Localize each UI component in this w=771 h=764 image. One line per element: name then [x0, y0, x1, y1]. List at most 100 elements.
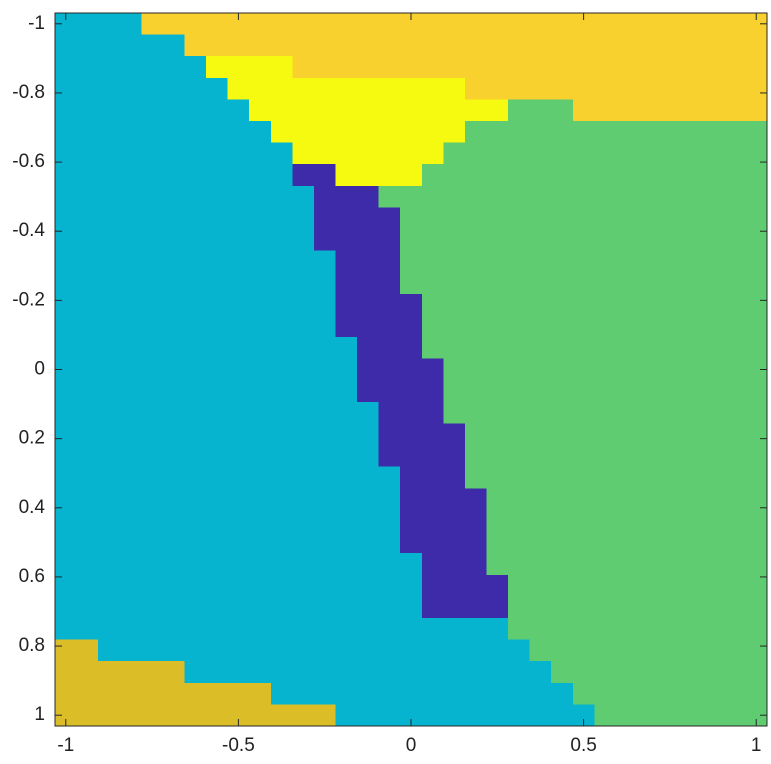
cell	[551, 445, 574, 468]
x-tick-label: -1	[57, 735, 74, 756]
cell	[508, 682, 531, 705]
cell	[508, 358, 531, 381]
cell	[615, 661, 639, 684]
cell	[400, 250, 423, 273]
cell	[378, 401, 401, 425]
cell	[443, 380, 466, 403]
cell	[292, 488, 315, 511]
cell	[594, 531, 617, 554]
cell	[378, 380, 401, 403]
cell	[659, 56, 682, 79]
cell	[572, 401, 595, 425]
cell	[141, 293, 164, 317]
cell	[421, 77, 444, 101]
cell	[249, 596, 272, 619]
cell	[464, 574, 488, 597]
cell	[464, 272, 488, 295]
cell	[249, 34, 272, 57]
cell	[313, 272, 337, 295]
cell	[184, 380, 207, 403]
cell	[55, 401, 78, 425]
cell	[270, 272, 293, 295]
cell	[659, 272, 682, 295]
cell	[745, 99, 768, 122]
cell	[529, 77, 552, 101]
cell	[702, 704, 725, 727]
cell	[529, 207, 552, 230]
cell	[572, 639, 595, 662]
cell	[659, 99, 682, 122]
cell	[723, 142, 747, 165]
cell	[184, 34, 207, 57]
cell	[529, 358, 552, 381]
cell	[184, 185, 207, 209]
cell	[227, 250, 250, 273]
cell	[76, 661, 99, 684]
cell	[313, 315, 337, 338]
cell	[659, 121, 682, 144]
cell	[637, 13, 660, 36]
cell	[249, 553, 272, 576]
cell	[486, 574, 509, 597]
cell	[745, 250, 768, 273]
cell	[55, 121, 78, 144]
cell	[508, 704, 531, 727]
cell	[723, 682, 747, 705]
y-tick-label: 0	[34, 359, 45, 380]
cell	[335, 466, 358, 489]
cell	[378, 337, 401, 360]
cell	[594, 164, 617, 187]
cell	[292, 682, 315, 705]
cell	[162, 574, 186, 597]
cell	[76, 617, 99, 641]
cell	[615, 229, 639, 252]
cell	[680, 358, 703, 381]
cell	[486, 121, 509, 144]
cell	[292, 466, 315, 489]
cell	[357, 617, 380, 641]
cell	[378, 639, 401, 662]
cell	[615, 488, 639, 511]
cell	[723, 617, 747, 641]
cell	[572, 682, 595, 705]
cell	[249, 488, 272, 511]
cell	[680, 185, 703, 209]
cell	[292, 77, 315, 101]
cell	[227, 596, 250, 619]
cell	[55, 358, 78, 381]
cell	[162, 553, 186, 576]
cell	[141, 617, 164, 641]
cell	[55, 250, 78, 273]
cell	[184, 423, 207, 446]
cell	[680, 56, 703, 79]
cell	[270, 574, 293, 597]
cell	[206, 185, 229, 209]
cell	[637, 250, 660, 273]
cell	[335, 121, 358, 144]
cell	[292, 445, 315, 468]
cell	[615, 401, 639, 425]
cell	[227, 99, 250, 122]
cell	[378, 445, 401, 468]
cell	[508, 56, 531, 79]
cell	[464, 142, 488, 165]
cell	[723, 358, 747, 381]
cell	[659, 315, 682, 338]
cell	[615, 34, 639, 57]
cell	[206, 488, 229, 511]
cell	[206, 121, 229, 144]
cell	[486, 445, 509, 468]
cell	[529, 574, 552, 597]
cell	[615, 380, 639, 403]
cell	[55, 617, 78, 641]
cell	[551, 185, 574, 209]
cell	[184, 229, 207, 252]
cell	[76, 207, 99, 230]
cell	[745, 639, 768, 662]
cell	[508, 488, 531, 511]
cell	[378, 99, 401, 122]
cell	[76, 77, 99, 101]
y-tick-label: 0.4	[19, 497, 46, 518]
cell	[723, 574, 747, 597]
cell	[421, 596, 444, 619]
